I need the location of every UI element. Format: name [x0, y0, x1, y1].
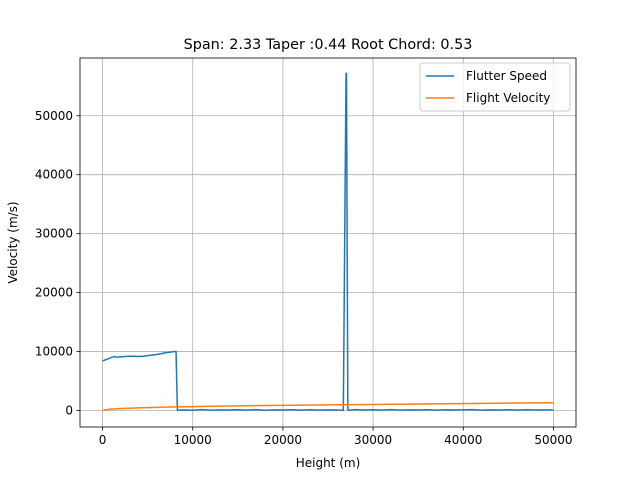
- y-axis-label: Velocity (m/s): [6, 201, 20, 283]
- y-tick-label: 40000: [35, 168, 73, 182]
- legend-label-flight-velocity: Flight Velocity: [466, 91, 550, 105]
- grid-layer: [80, 58, 576, 427]
- x-tick-label: 10000: [174, 433, 212, 447]
- ticks-layer: 0 10000 20000 30000 40000 50000 0 10000 20000 300…: [35, 109, 573, 447]
- legend-label-flutter-speed: Flutter Speed: [466, 69, 547, 83]
- legend-box: [419, 62, 571, 112]
- y-tick-label: 50000: [35, 109, 73, 123]
- y-tick-label: 0: [65, 403, 73, 417]
- x-tick-label: 20000: [264, 433, 302, 447]
- plot-frame: [79, 57, 577, 428]
- x-tick-label: 0: [99, 433, 107, 447]
- series-layer: [102, 72, 554, 412]
- series-line-flutter-speed: [102, 72, 554, 411]
- series-line-flight-velocity: [102, 401, 554, 412]
- legend: Flutter Speed Flight Velocity: [419, 62, 571, 112]
- chart-title: Span: 2.33 Taper :0.44 Root Chord: 0.53: [184, 37, 473, 53]
- x-tick-label: 30000: [354, 433, 392, 447]
- y-tick-label: 30000: [35, 227, 73, 241]
- x-tick-label: 50000: [534, 433, 572, 447]
- x-axis-label: Height (m): [296, 456, 361, 470]
- y-tick-label: 10000: [35, 345, 73, 359]
- x-tick-label: 40000: [444, 433, 482, 447]
- y-tick-label: 20000: [35, 286, 73, 300]
